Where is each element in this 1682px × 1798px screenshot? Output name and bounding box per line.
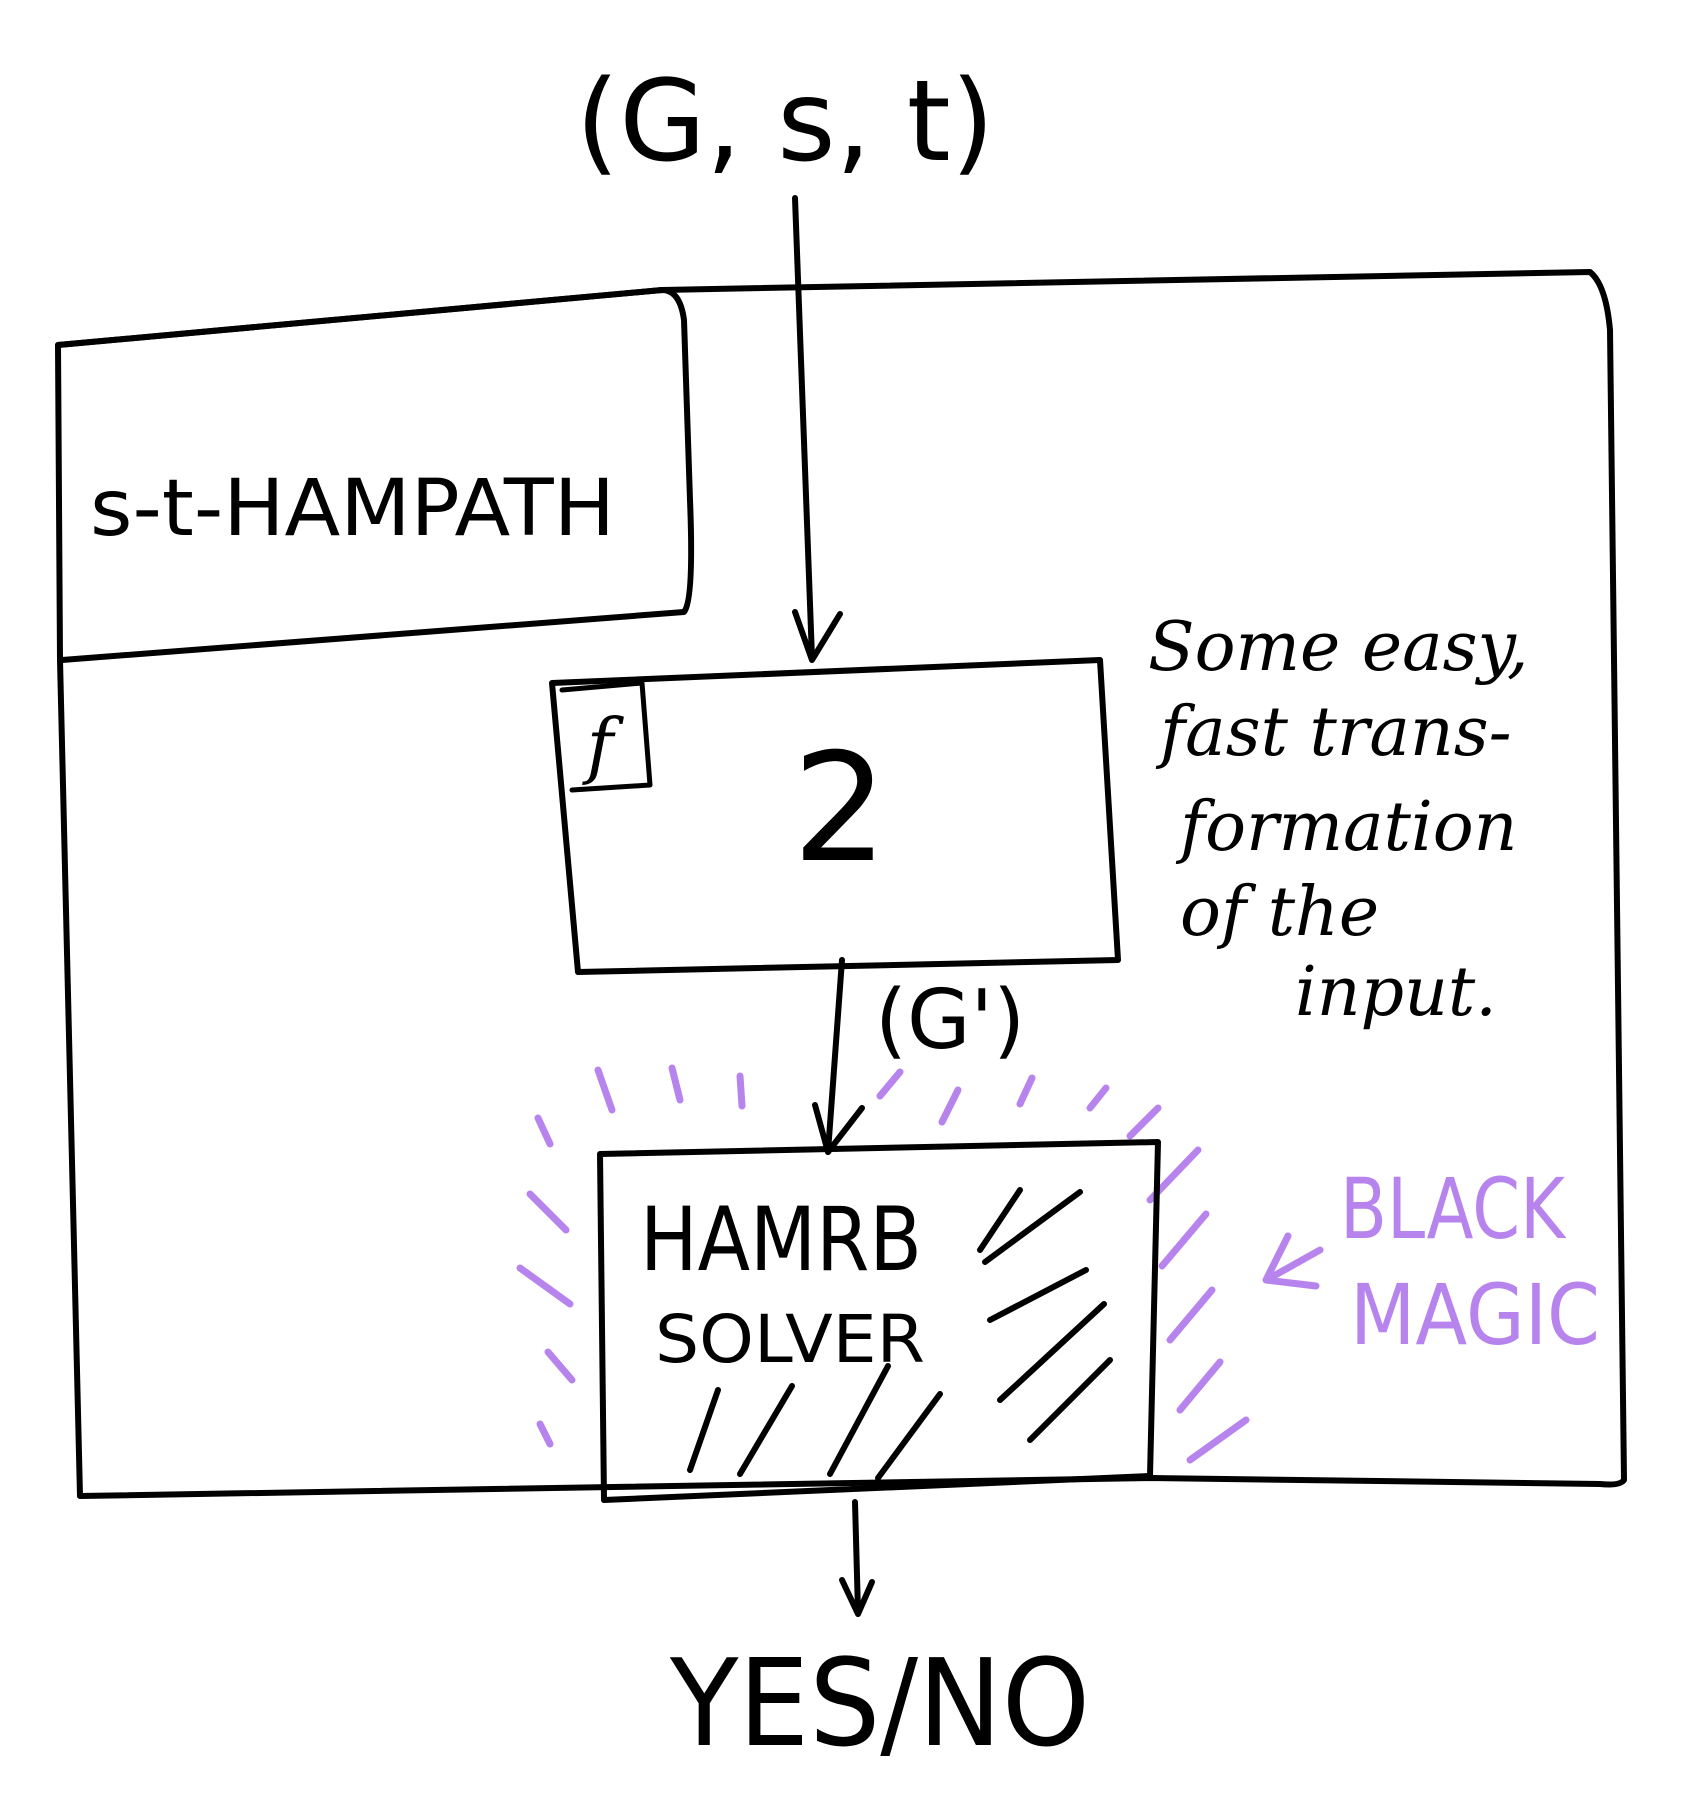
note-line-5: input. bbox=[1295, 953, 1497, 1032]
magic-label-line-1: BLACK bbox=[1340, 1160, 1567, 1258]
transform-box bbox=[549, 657, 1121, 975]
solver-line-2: SOLVER bbox=[655, 1301, 925, 1378]
title-box bbox=[55, 287, 695, 663]
output-arrowhead bbox=[839, 1577, 875, 1617]
note-line-3: formation bbox=[1175, 788, 1517, 867]
middle-arrowhead bbox=[812, 1102, 865, 1155]
transform-corner-box bbox=[559, 680, 653, 793]
outer-box-label: s-t-HAMPATH bbox=[90, 464, 615, 554]
solver-hatching bbox=[687, 1187, 1113, 1481]
solver-line-1: HAMRB bbox=[640, 1188, 922, 1291]
magic-label-line-2: MAGIC bbox=[1350, 1266, 1600, 1364]
outer-box bbox=[55, 269, 1627, 1499]
transform-center-symbol: 2 bbox=[792, 722, 887, 896]
solver-box bbox=[597, 1139, 1161, 1503]
note-line-1: Some easy, bbox=[1148, 608, 1529, 687]
magic-rays bbox=[516, 1064, 1250, 1464]
input-arrow bbox=[792, 195, 815, 661]
side-note: Some easy, fast trans- formation of the … bbox=[1148, 608, 1529, 1032]
input-label: (G, s, t) bbox=[576, 57, 995, 187]
note-line-2: fast trans- bbox=[1155, 693, 1512, 772]
transform-corner-label: f bbox=[582, 703, 625, 787]
output-label: YES/NO bbox=[669, 1635, 1090, 1774]
input-arrowhead bbox=[792, 609, 843, 663]
magic-arrowhead bbox=[1262, 1232, 1320, 1290]
note-line-4: of the bbox=[1180, 873, 1379, 952]
magic-arrow bbox=[1266, 1246, 1324, 1282]
middle-arrow bbox=[825, 957, 845, 1155]
intermediate-label: (G') bbox=[875, 973, 1025, 1068]
output-arrow bbox=[852, 1499, 861, 1615]
